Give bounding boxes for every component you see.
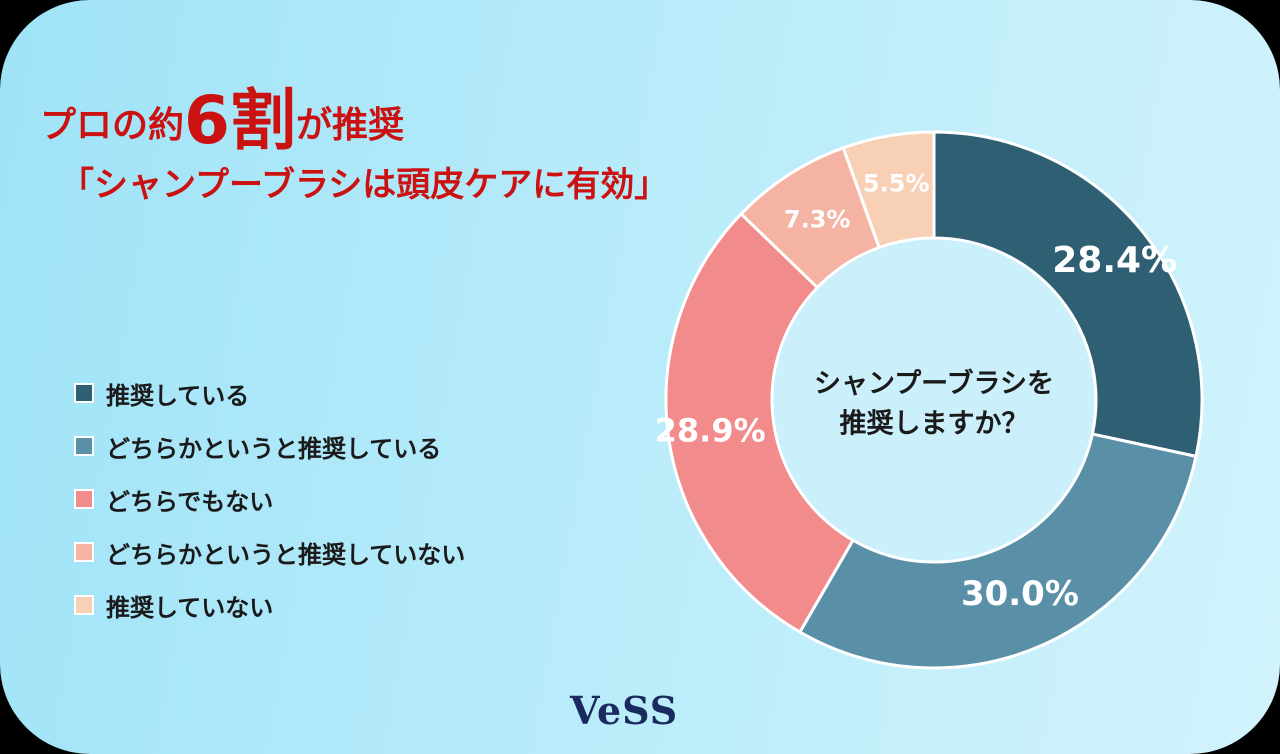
legend-swatch [74, 595, 94, 615]
slice-label-2: 30.0% [961, 574, 1079, 614]
slice-label-3: 28.9% [655, 412, 766, 450]
legend-swatch [74, 436, 94, 456]
legend-label: どちらかというと推奨していない [106, 540, 466, 569]
legend-label: 推奨していない [106, 593, 274, 622]
slice-label-4: 7.3% [784, 205, 851, 233]
legend-swatch [74, 542, 94, 562]
legend-swatch [74, 489, 94, 509]
chart-subtitle: 「シャンプーブラシは頭皮ケアに有効」 [60, 165, 669, 205]
legend-item-2: どちらかというと推奨している [74, 431, 442, 463]
donut-slice-2 [797, 432, 1198, 670]
title-highlight: 6割 [184, 82, 296, 159]
legend-label: 推奨している [106, 381, 250, 410]
legend-item-3: どちらでもない [74, 484, 274, 516]
title-suffix: が推奨 [295, 105, 404, 146]
chart-title: プロの約6割が推奨 [40, 88, 404, 154]
donut-slice-5 [841, 130, 936, 250]
title-prefix: プロの約 [40, 105, 185, 146]
brand-logo: VeSS [570, 688, 679, 733]
donut-slice-3 [664, 211, 855, 635]
center-label-line-1: シャンプーブラシを [814, 368, 1054, 400]
legend-item-4: どちらかというと推奨していない [74, 537, 466, 569]
legend-item-1: 推奨している [74, 378, 250, 410]
donut-slice-1 [932, 130, 1204, 459]
donut-hole [774, 240, 1094, 560]
legend-item-5: 推奨していない [74, 590, 274, 622]
legend-label: どちらかというと推奨している [106, 434, 442, 463]
slice-label-1: 28.4% [1052, 240, 1177, 281]
legend-swatch [74, 383, 94, 403]
legend-label: どちらでもない [106, 487, 274, 516]
slice-label-5: 5.5% [863, 169, 930, 197]
center-label-line-2: 推奨しますか？ [840, 409, 1029, 440]
